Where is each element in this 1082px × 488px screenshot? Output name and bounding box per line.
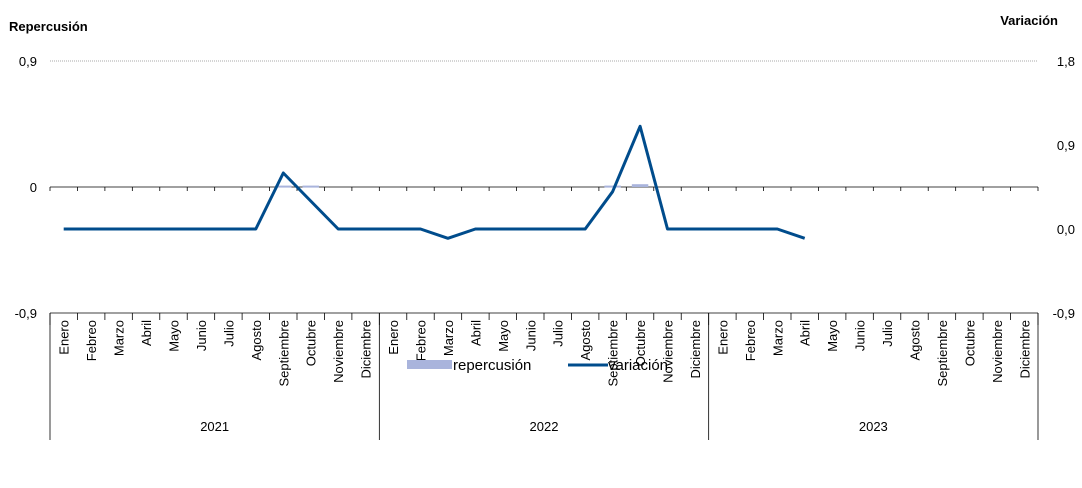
month-label: Julio [880, 320, 895, 347]
month-label: Mayo [825, 320, 840, 352]
month-label: Septiembre [935, 320, 950, 386]
month-label: Junio [194, 320, 209, 351]
left-tick-label: 0 [30, 180, 37, 195]
year-label: 2023 [859, 419, 888, 434]
right-tick-label: 0,9 [1057, 138, 1075, 153]
repercusion-bars [275, 184, 649, 188]
year-label: 2022 [530, 419, 559, 434]
month-label: Julio [221, 320, 236, 347]
month-label: Febreo [84, 320, 99, 361]
right-tick-label: 0,0 [1057, 222, 1075, 237]
right-tick-label: 1,8 [1057, 54, 1075, 69]
month-label: Enero [57, 320, 72, 355]
year-label: 2021 [200, 419, 229, 434]
month-label: Agosto [908, 320, 923, 360]
bar-repercusion [275, 185, 292, 188]
month-label: Diciembre [359, 320, 374, 379]
month-label: Julio [551, 320, 566, 347]
month-label: Febreo [414, 320, 429, 361]
category-axis: Enero Febreo Marzo Abril Mayo Junio Julio Agost… [49, 312, 1039, 440]
legend-swatch-repercusion [407, 360, 452, 369]
month-label: Septiembre [276, 320, 291, 386]
right-axis-title: Variación [1000, 13, 1058, 28]
month-label: Agosto [578, 320, 593, 360]
bar-repercusion [604, 185, 621, 188]
month-label: Enero [715, 320, 730, 355]
left-axis-ticks: 0,9 0 -0,9 [15, 54, 37, 321]
month-label: Junio [853, 320, 868, 351]
right-axis-ticks: 1,8 0,9 0,0 -0,9 [1053, 54, 1075, 321]
month-label: Noviembre [990, 320, 1005, 383]
legend-label-repercusion: repercusión [453, 357, 531, 374]
month-label: Noviembre [661, 320, 676, 383]
left-axis-title: Repercusión [9, 19, 88, 34]
bar-repercusion [631, 184, 649, 187]
month-label: Octubre [304, 320, 319, 366]
month-label: Enero [386, 320, 401, 355]
month-label: Junio [523, 320, 538, 351]
left-tick-label: -0,9 [15, 306, 37, 321]
line-variacion [63, 124, 806, 240]
month-label: Octubre [962, 320, 977, 366]
month-label: Noviembre [331, 320, 346, 383]
month-label: Diciembre [1017, 320, 1032, 379]
month-label: Abril [139, 320, 154, 346]
month-label: Abril [798, 320, 813, 346]
month-label: Diciembre [688, 320, 703, 379]
bar-repercusion [302, 185, 319, 188]
right-tick-label: -0,9 [1053, 306, 1075, 321]
gridlines [49, 60, 1039, 191]
month-label: Mayo [496, 320, 511, 352]
month-label: Marzo [441, 320, 456, 356]
left-tick-label: 0,9 [19, 54, 37, 69]
variacion-line-series [63, 124, 806, 240]
month-label: Febreo [743, 320, 758, 361]
month-label: Agosto [249, 320, 264, 360]
month-label: Marzo [112, 320, 127, 356]
legend-label-variacion: variación [608, 357, 668, 374]
month-label: Mayo [167, 320, 182, 352]
month-label: Octubre [633, 320, 648, 366]
legend: repercusión variación [407, 357, 668, 374]
month-label: Abril [468, 320, 483, 346]
month-label: Marzo [770, 320, 785, 356]
month-label: Septiembre [606, 320, 621, 386]
